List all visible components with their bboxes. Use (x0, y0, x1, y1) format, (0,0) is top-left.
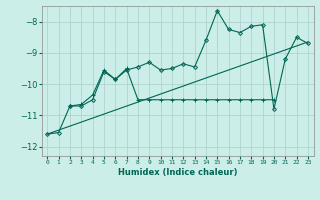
X-axis label: Humidex (Indice chaleur): Humidex (Indice chaleur) (118, 168, 237, 177)
